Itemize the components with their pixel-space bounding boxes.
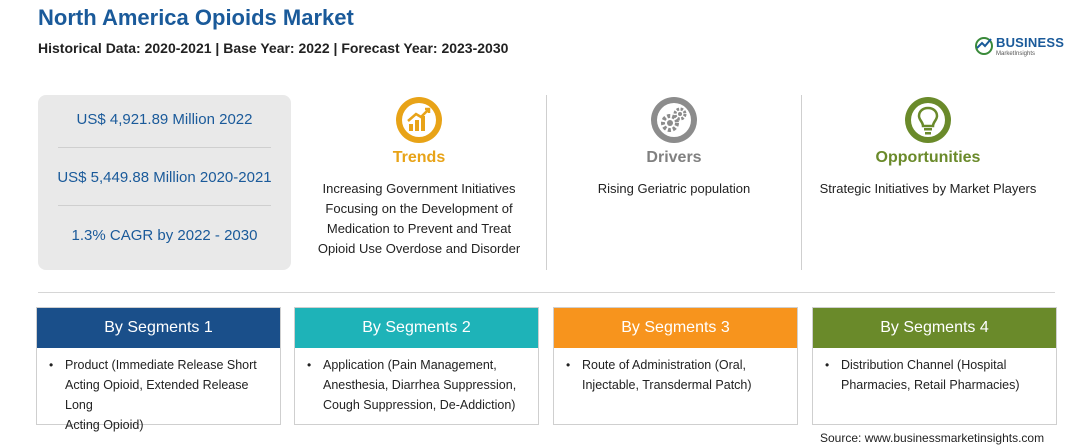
segment-card-4: By Segments 4 • Distribution Channel (Ho… <box>812 307 1057 425</box>
page-title: North America Opioids Market <box>38 5 354 30</box>
segment-body: • Application (Pain Management, Anesthes… <box>295 348 538 415</box>
growth-chart-icon <box>396 97 442 143</box>
segment-title: By Segments 1 <box>37 308 280 348</box>
bullet-icon: • <box>566 358 571 372</box>
logo-tagline: MarketInsights <box>996 51 1036 57</box>
trends-line: Medication to Prevent and Treat <box>326 221 512 236</box>
drivers-heading: Drivers <box>646 149 702 166</box>
segment-card-3: By Segments 3 • Route of Administration … <box>553 307 798 425</box>
divider <box>58 147 271 148</box>
stats-panel: US$ 4,921.89 Million 2022 US$ 5,449.88 M… <box>38 95 291 270</box>
segment-title: By Segments 3 <box>554 308 797 348</box>
logo: BUSINESS MarketInsights <box>974 34 1064 60</box>
stat-market-history: US$ 5,449.88 Million 2020-2021 <box>57 169 272 186</box>
drivers-line: Rising Geriatric population <box>597 181 751 196</box>
segment-card-1: By Segments 1 • Product (Immediate Relea… <box>36 307 281 432</box>
section-divider <box>38 292 1055 293</box>
source-link[interactable]: Source: www.businessmarketinsights.com <box>820 431 1045 445</box>
segment-line: Route of Administration (Oral, <box>582 358 746 372</box>
segment-body: • Distribution Channel (Hospital Pharmac… <box>813 348 1056 395</box>
trends-line: Focusing on the Development of <box>325 201 513 216</box>
page-subtitle: Historical Data: 2020-2021 | Base Year: … <box>38 40 509 56</box>
segment-card-2: By Segments 2 • Application (Pain Manage… <box>294 307 539 425</box>
segment-line: Cough Suppression, De-Addiction) <box>323 398 516 412</box>
column-divider <box>801 95 802 270</box>
lightbulb-icon <box>905 97 951 143</box>
segment-line: Product (Immediate Release Short <box>65 358 257 372</box>
column-divider <box>546 95 547 270</box>
segment-line: Pharmacies, Retail Pharmacies) <box>841 378 1020 392</box>
globe-icon <box>975 37 993 55</box>
bullet-icon: • <box>307 358 312 372</box>
trends-heading: Trends <box>392 149 446 166</box>
trends-line: Increasing Government Initiatives <box>322 181 516 196</box>
trends-line: Opioid Use Overdose and Disorder <box>317 241 521 256</box>
trends-text: Increasing Government Initiatives Focusi… <box>298 179 540 259</box>
drivers-text: Rising Geriatric population <box>555 179 793 199</box>
logo-name: BUSINESS <box>996 35 1065 50</box>
segment-title: By Segments 2 <box>295 308 538 348</box>
opportunities-heading: Opportunities <box>875 149 981 166</box>
segment-line: Acting Opioid, Extended Release Long <box>65 378 249 412</box>
divider <box>58 205 271 206</box>
stat-market-2022: US$ 4,921.89 Million 2022 <box>76 111 253 128</box>
segment-title: By Segments 4 <box>813 308 1056 348</box>
opportunities-line: Strategic Initiatives by Market Players <box>819 181 1037 196</box>
segment-line: Anesthesia, Diarrhea Suppression, <box>323 378 517 392</box>
opportunities-text: Strategic Initiatives by Market Players <box>808 179 1048 199</box>
stat-cagr: 1.3% CAGR by 2022 - 2030 <box>71 227 258 244</box>
segment-body: • Route of Administration (Oral, Injecta… <box>554 348 797 395</box>
segment-body: • Product (Immediate Release Short Actin… <box>37 348 280 435</box>
gears-icon <box>651 97 697 143</box>
segment-line: Acting Opioid) <box>65 418 144 432</box>
bullet-icon: • <box>49 358 54 372</box>
segment-line: Distribution Channel (Hospital <box>841 358 1007 372</box>
segment-line: Application (Pain Management, <box>323 358 497 372</box>
bullet-icon: • <box>825 358 830 372</box>
segment-line: Injectable, Transdermal Patch) <box>582 378 752 392</box>
